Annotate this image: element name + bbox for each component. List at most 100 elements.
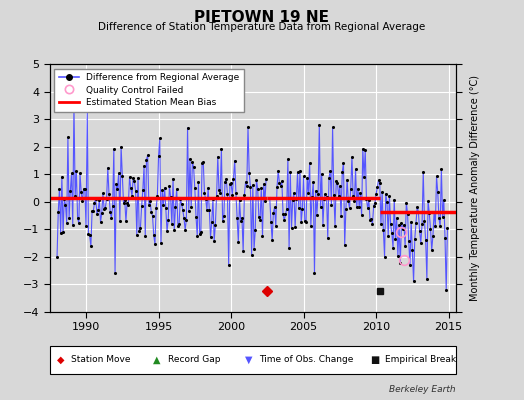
Point bbox=[165, 182, 173, 189]
Point bbox=[191, 185, 199, 192]
Point bbox=[326, 168, 334, 174]
Point bbox=[108, 203, 117, 210]
Point bbox=[309, 179, 318, 185]
Point bbox=[59, 229, 67, 236]
Point bbox=[368, 220, 377, 227]
Point bbox=[182, 217, 191, 223]
Point bbox=[212, 193, 221, 199]
Point bbox=[244, 124, 252, 130]
Point bbox=[230, 176, 238, 182]
Point bbox=[171, 204, 180, 210]
Point bbox=[266, 195, 274, 201]
Point bbox=[258, 233, 267, 240]
Text: Station Move: Station Move bbox=[71, 356, 130, 364]
Point bbox=[395, 222, 403, 228]
Point bbox=[145, 202, 153, 208]
Point bbox=[348, 154, 356, 160]
Point bbox=[179, 206, 187, 213]
Point bbox=[62, 220, 71, 226]
Point bbox=[232, 190, 240, 196]
Text: PIETOWN 19 NE: PIETOWN 19 NE bbox=[194, 10, 330, 25]
Point bbox=[250, 246, 258, 253]
Point bbox=[369, 202, 378, 209]
Point bbox=[325, 175, 333, 181]
Text: Record Gap: Record Gap bbox=[168, 356, 220, 364]
Point bbox=[418, 221, 426, 228]
Point bbox=[302, 219, 310, 226]
Point bbox=[370, 200, 379, 206]
Point bbox=[223, 191, 232, 197]
Text: ▼: ▼ bbox=[245, 355, 253, 365]
Point bbox=[350, 198, 358, 204]
Point bbox=[256, 216, 264, 223]
Point bbox=[435, 215, 443, 222]
Point bbox=[273, 184, 281, 191]
Point bbox=[234, 239, 243, 245]
Point bbox=[222, 175, 231, 182]
Point bbox=[430, 208, 438, 215]
Point bbox=[334, 193, 343, 200]
Point bbox=[355, 204, 363, 210]
Point bbox=[268, 237, 276, 244]
Point bbox=[255, 214, 263, 220]
Point bbox=[118, 172, 126, 179]
Point bbox=[308, 194, 316, 200]
Point bbox=[339, 160, 347, 166]
Point bbox=[409, 278, 418, 284]
Point bbox=[436, 223, 444, 230]
Point bbox=[377, 220, 385, 227]
Point bbox=[267, 219, 275, 225]
Point bbox=[332, 178, 341, 184]
Point bbox=[119, 200, 128, 206]
Point bbox=[239, 248, 247, 254]
Point bbox=[153, 192, 161, 199]
Point bbox=[83, 108, 92, 114]
Point bbox=[305, 160, 314, 166]
Point bbox=[294, 205, 303, 211]
Point bbox=[269, 210, 278, 216]
Point bbox=[247, 251, 256, 258]
Point bbox=[364, 205, 372, 211]
Point bbox=[341, 242, 349, 248]
Point bbox=[159, 202, 168, 208]
Point bbox=[440, 197, 448, 203]
Point bbox=[69, 222, 77, 228]
Point bbox=[270, 204, 279, 210]
Point bbox=[338, 169, 346, 175]
Point bbox=[71, 193, 79, 200]
Point bbox=[221, 179, 229, 185]
Point bbox=[170, 227, 179, 233]
Point bbox=[193, 233, 201, 239]
Point bbox=[146, 198, 154, 204]
Point bbox=[304, 190, 313, 196]
Point bbox=[66, 188, 74, 194]
Point bbox=[235, 197, 244, 204]
Point bbox=[160, 185, 169, 191]
Point bbox=[262, 176, 270, 182]
Point bbox=[92, 196, 100, 202]
Point bbox=[275, 180, 283, 186]
Point bbox=[376, 180, 384, 186]
Point bbox=[378, 189, 386, 195]
Point bbox=[283, 156, 292, 162]
Point bbox=[333, 180, 342, 186]
Point bbox=[379, 227, 388, 233]
Point bbox=[439, 214, 447, 220]
Point bbox=[301, 218, 309, 224]
Point bbox=[441, 234, 449, 241]
Point bbox=[238, 214, 246, 221]
Point bbox=[349, 193, 357, 200]
Point bbox=[342, 206, 350, 212]
Point bbox=[327, 202, 335, 208]
Point bbox=[200, 190, 209, 196]
Point bbox=[391, 236, 400, 242]
Point bbox=[307, 222, 315, 229]
Point bbox=[155, 153, 163, 159]
Point bbox=[94, 206, 102, 213]
Point bbox=[137, 203, 146, 210]
Point bbox=[187, 204, 195, 210]
Point bbox=[236, 217, 245, 224]
Point bbox=[64, 134, 72, 140]
Point bbox=[134, 174, 142, 181]
Point bbox=[95, 197, 104, 203]
